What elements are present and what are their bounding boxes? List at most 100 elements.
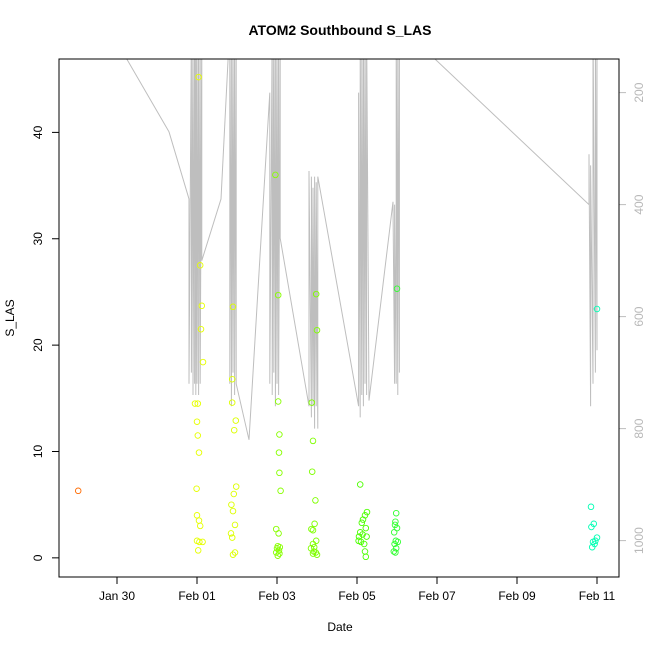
data-point bbox=[390, 529, 398, 536]
data-point bbox=[228, 375, 236, 383]
data-point bbox=[309, 437, 317, 445]
data-point bbox=[195, 73, 202, 81]
data-point bbox=[358, 519, 366, 527]
y-axis-label: S_LAS bbox=[3, 299, 17, 336]
data-point bbox=[312, 497, 319, 504]
data-point bbox=[74, 487, 82, 495]
x-tick-label: Jan 30 bbox=[99, 589, 135, 603]
data-point bbox=[196, 262, 204, 269]
data-point bbox=[227, 530, 235, 537]
y-tick-label: 20 bbox=[31, 338, 45, 352]
data-point bbox=[391, 540, 398, 548]
data-point bbox=[308, 468, 316, 475]
data-point bbox=[362, 553, 370, 561]
x-tick-label: Feb 11 bbox=[579, 589, 616, 603]
data-point bbox=[593, 534, 601, 541]
data-point bbox=[392, 549, 399, 556]
data-point bbox=[392, 509, 400, 517]
data-point bbox=[228, 501, 235, 508]
data-point bbox=[231, 521, 239, 529]
data-point bbox=[359, 516, 367, 523]
data-point bbox=[199, 358, 207, 366]
data-point bbox=[277, 487, 284, 495]
data-point bbox=[391, 521, 399, 529]
data-point bbox=[356, 481, 364, 488]
data-point bbox=[363, 533, 370, 540]
data-point bbox=[229, 507, 237, 515]
data-point bbox=[230, 426, 238, 434]
right-tick-label: 600 bbox=[632, 306, 646, 326]
data-point bbox=[274, 398, 282, 405]
data-point bbox=[308, 525, 315, 533]
y-tick-label: 10 bbox=[31, 444, 45, 458]
data-point bbox=[272, 171, 279, 179]
data-point bbox=[193, 485, 200, 492]
data-point bbox=[194, 400, 202, 407]
x-tick-label: Feb 05 bbox=[338, 589, 376, 603]
data-point bbox=[313, 326, 321, 334]
data-point bbox=[199, 538, 206, 546]
scatter-points-layer bbox=[74, 73, 601, 561]
right-tick-label: 1000 bbox=[632, 527, 646, 554]
data-point bbox=[232, 417, 240, 424]
depth-line bbox=[126, 59, 598, 440]
data-point bbox=[394, 538, 402, 546]
data-point bbox=[308, 399, 316, 406]
data-point bbox=[363, 508, 371, 516]
x-tick-label: Feb 09 bbox=[498, 589, 536, 603]
data-point bbox=[276, 543, 284, 551]
data-point bbox=[275, 530, 282, 537]
data-point bbox=[229, 551, 237, 558]
data-point bbox=[275, 449, 283, 456]
data-point bbox=[392, 518, 399, 525]
data-point bbox=[276, 550, 283, 557]
data-point bbox=[588, 543, 596, 551]
data-point bbox=[194, 432, 202, 439]
x-tick-label: Feb 01 bbox=[178, 589, 216, 603]
data-point bbox=[230, 490, 238, 498]
data-point bbox=[232, 483, 240, 490]
data-point bbox=[593, 305, 601, 313]
data-point bbox=[191, 400, 199, 407]
right-tick-label: 400 bbox=[632, 194, 646, 214]
data-point bbox=[313, 551, 321, 558]
data-point bbox=[195, 449, 203, 456]
data-point bbox=[362, 524, 370, 532]
data-point bbox=[273, 545, 281, 552]
data-point bbox=[194, 547, 202, 554]
y-tick-label: 40 bbox=[31, 125, 45, 139]
data-point bbox=[588, 523, 595, 531]
data-point bbox=[360, 540, 368, 548]
data-point bbox=[393, 285, 401, 292]
depth-line-layer bbox=[126, 59, 598, 440]
y-tick-label: 0 bbox=[31, 554, 45, 561]
data-point bbox=[197, 325, 205, 333]
plot-frame bbox=[58, 58, 620, 578]
data-point bbox=[196, 522, 204, 530]
data-point bbox=[272, 549, 280, 556]
data-point bbox=[309, 526, 317, 534]
data-point bbox=[274, 552, 282, 559]
data-point bbox=[228, 399, 236, 406]
data-point bbox=[390, 548, 398, 555]
data-point bbox=[359, 531, 366, 538]
y-tick-label: 30 bbox=[31, 232, 45, 246]
right-tick-label: 800 bbox=[632, 418, 646, 438]
data-point bbox=[198, 302, 206, 310]
data-point bbox=[274, 291, 282, 299]
data-point bbox=[311, 520, 318, 528]
data-point bbox=[229, 303, 237, 311]
x-axis-label: Date bbox=[327, 620, 353, 634]
right-tick-label: 200 bbox=[632, 82, 646, 102]
data-point bbox=[196, 538, 203, 546]
data-point bbox=[309, 550, 317, 557]
chart-title: ATOM2 Southbound S_LAS bbox=[248, 22, 431, 38]
data-point bbox=[228, 534, 236, 541]
data-point bbox=[193, 418, 201, 425]
data-point bbox=[587, 503, 595, 511]
x-tick-label: Feb 07 bbox=[418, 589, 456, 603]
data-point bbox=[276, 431, 283, 438]
data-point bbox=[312, 290, 320, 298]
